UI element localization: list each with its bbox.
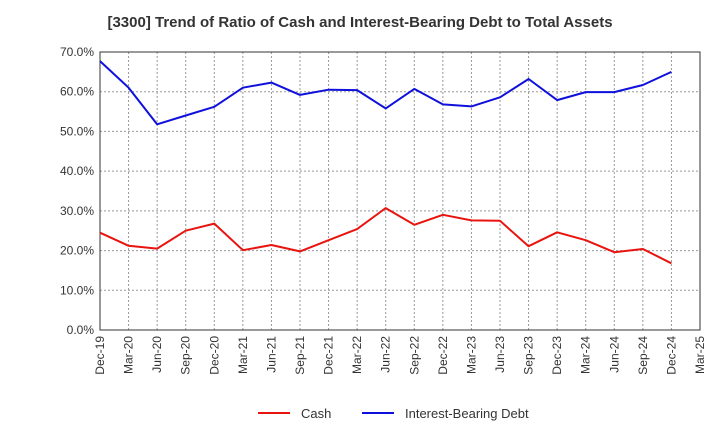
x-tick-label: Sep-21 (293, 336, 307, 375)
chart-title: [3300] Trend of Ratio of Cash and Intere… (107, 14, 613, 31)
y-tick-label: 30.0% (60, 204, 94, 218)
x-tick-label: Sep-20 (179, 336, 193, 375)
plot-frame (99, 51, 701, 331)
x-tick-label: Jun-23 (493, 336, 507, 373)
x-tick-label: Dec-24 (664, 336, 678, 375)
legend-item: Interest-Bearing Debt (362, 406, 529, 421)
x-tick-label: Jun-21 (264, 336, 278, 373)
x-tick-label: Sep-24 (636, 336, 650, 375)
x-tick-label: Jun-24 (607, 336, 621, 373)
x-tick-label: Mar-24 (579, 336, 593, 374)
x-tick-label: Dec-23 (550, 336, 564, 375)
x-tick-label: Sep-22 (407, 336, 421, 375)
legend-item: Cash (258, 406, 331, 421)
x-tick-label: Mar-21 (236, 336, 250, 374)
legend-label: Cash (301, 406, 331, 421)
x-tick-label: Jun-20 (150, 336, 164, 373)
x-tick-label: Jun-22 (379, 336, 393, 373)
x-tick-label: Dec-22 (436, 336, 450, 375)
legend: Cash Interest-Bearing Debt (258, 406, 529, 421)
y-tick-label: 70.0% (60, 45, 94, 59)
y-tick-label: 0.0% (67, 323, 95, 337)
series-layer (99, 60, 672, 265)
x-tick-label: Dec-21 (322, 336, 336, 375)
legend-label: Interest-Bearing Debt (405, 406, 529, 421)
cash-line (99, 207, 672, 265)
interest-bearing-debt-line (99, 60, 672, 126)
y-tick-label: 50.0% (60, 124, 94, 138)
grid-layer (100, 52, 700, 330)
y-tick-label: 10.0% (60, 283, 94, 297)
y-tick-label: 40.0% (60, 164, 94, 178)
x-tick-label: Mar-20 (122, 336, 136, 374)
x-tick-label: Dec-20 (207, 336, 221, 375)
x-tick-label: Mar-25 (693, 336, 707, 374)
y-tick-label: 20.0% (60, 244, 94, 258)
x-tick-label: Mar-23 (464, 336, 478, 374)
x-tick-label: Sep-23 (522, 336, 536, 375)
x-tick-label: Dec-19 (93, 336, 107, 375)
y-tick-label: 60.0% (60, 85, 94, 99)
x-tick-label: Mar-22 (350, 336, 364, 374)
axes-layer: 0.0% 10.0% 20.0% 30.0% 40.0% 50.0% 60.0% 70.0% D… (60, 45, 707, 375)
